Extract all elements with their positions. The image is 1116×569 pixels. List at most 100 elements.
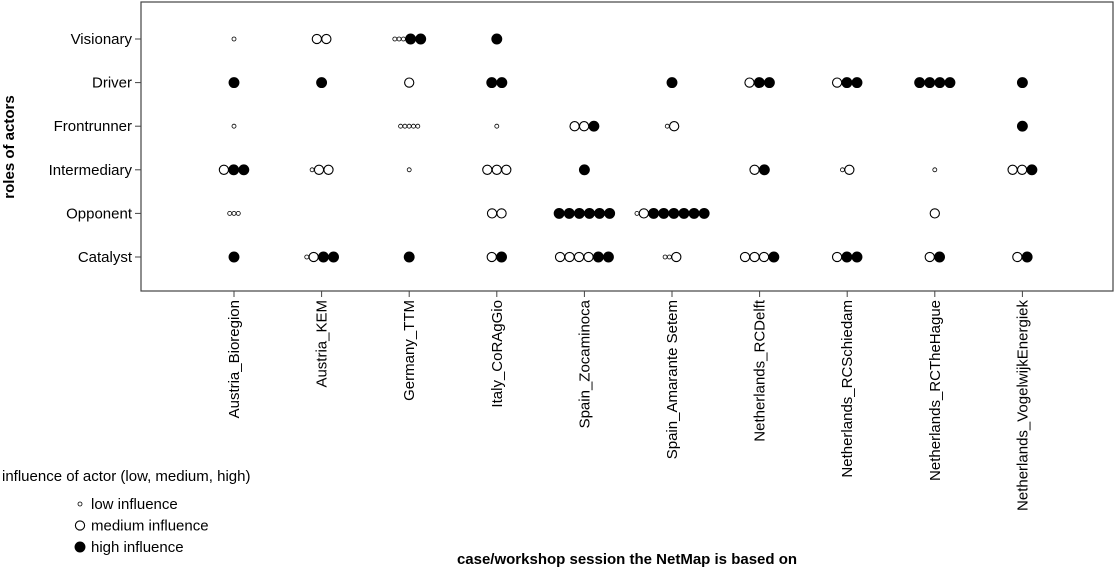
point-austria-bioregion-intermediary-high	[238, 164, 250, 176]
point-austria-kem-catalyst-high	[328, 251, 339, 263]
point-spain-amarante-setem-opponent-high	[698, 207, 710, 219]
point-spain-zocaminoca-catalyst-medium	[554, 251, 566, 263]
point-spain-zocaminoca-catalyst-high	[592, 251, 604, 263]
point-austria-kem-driver-high	[316, 77, 328, 89]
point-netherlands-rcthehague-catalyst-medium	[924, 251, 935, 263]
point-spain-amarante-setem-frontrunner-medium	[669, 121, 680, 132]
point-netherlands-rcdelft-catalyst-medium	[739, 251, 751, 263]
y-tick-label-frontrunner: Frontrunner	[54, 118, 132, 135]
point-netherlands-rcschiedam-intermediary-low	[840, 167, 845, 173]
point-germany-ttm-visionary-low	[396, 36, 402, 42]
point-germany-ttm-frontrunner-low	[402, 123, 408, 129]
y-axis: Visionary Driver Frontrunner Intermediary Op…	[49, 31, 141, 266]
point-netherlands-rcschiedam-driver-medium	[831, 77, 843, 88]
point-spain-amarante-setem-opponent-high	[658, 207, 670, 219]
legend-marker-medium	[74, 520, 86, 531]
point-italy-coraggio-driver-high	[486, 77, 498, 89]
point-spain-zocaminoca-opponent-high	[563, 207, 575, 219]
point-italy-coraggio-intermediary-medium	[501, 164, 512, 175]
y-axis-title: roles of actors	[1, 95, 18, 198]
point-spain-zocaminoca-catalyst-medium	[564, 251, 575, 263]
point-austria-kem-catalyst-high	[318, 251, 329, 263]
point-spain-amarante-setem-opponent-high	[668, 207, 680, 219]
point-italy-coraggio-visionary-high	[491, 33, 503, 45]
point-austria-kem-catalyst-low	[304, 254, 310, 260]
point-italy-coraggio-catalyst-high	[496, 251, 507, 263]
point-spain-amarante-setem-catalyst-low	[662, 254, 668, 260]
x-tick-label-germany-ttm: Germany_TTM	[401, 300, 418, 401]
x-tick-label-spain-zocaminoca: Spain_Zocaminoca	[576, 299, 593, 428]
point-spain-amarante-setem-opponent-medium	[638, 208, 649, 219]
point-austria-bioregion-frontrunner-low	[231, 123, 237, 129]
point-spain-zocaminoca-opponent-high	[604, 207, 616, 219]
point-netherlands-vogelwijkenergiek-frontrunner-high	[1016, 120, 1028, 132]
point-netherlands-rcschiedam-intermediary-medium	[844, 164, 855, 175]
legend-marker-low	[77, 501, 83, 507]
point-austria-kem-visionary-medium	[311, 33, 322, 45]
x-axis: Austria_Bioregion Austria_KEM Germany_TTM I…	[226, 291, 1031, 511]
y-tick-label-visionary: Visionary	[71, 31, 133, 48]
point-germany-ttm-frontrunner-low	[398, 123, 404, 129]
point-germany-ttm-driver-medium	[404, 77, 415, 88]
point-spain-zocaminoca-opponent-high	[594, 207, 605, 219]
point-spain-amarante-setem-catalyst-medium	[671, 251, 682, 263]
point-austria-kem-catalyst-medium	[308, 251, 319, 263]
point-netherlands-rcdelft-catalyst-medium	[749, 251, 760, 263]
point-netherlands-rcthehague-opponent-medium	[929, 208, 940, 219]
x-tick-label-netherlands-rcthehague: Netherlands_RCTheHague	[927, 300, 944, 481]
y-tick-label-catalyst: Catalyst	[78, 249, 133, 266]
point-austria-bioregion-intermediary-medium	[218, 164, 230, 175]
point-austria-bioregion-catalyst-high	[228, 251, 240, 263]
point-austria-bioregion-intermediary-high	[228, 164, 240, 176]
point-italy-coraggio-intermediary-medium	[491, 164, 502, 175]
legend-label-high: high influence	[91, 539, 184, 556]
point-germany-ttm-frontrunner-low	[411, 123, 416, 129]
point-spain-zocaminoca-opponent-high	[553, 207, 565, 219]
x-tick-label-austria-bioregion: Austria_Bioregion	[226, 300, 243, 418]
point-netherlands-rcdelft-catalyst-high	[768, 251, 780, 263]
point-austria-kem-intermediary-medium	[323, 164, 334, 175]
point-austria-kem-intermediary-medium	[313, 164, 325, 175]
point-netherlands-rcdelft-driver-high	[753, 77, 765, 89]
point-netherlands-rcthehague-driver-high	[934, 77, 946, 89]
point-netherlands-rcdelft-intermediary-high	[758, 164, 770, 176]
point-netherlands-vogelwijkenergiek-driver-high	[1016, 77, 1028, 89]
data-points	[218, 33, 1038, 263]
legend: influence of actor (low, medium, high) l…	[2, 468, 250, 556]
point-spain-amarante-setem-opponent-high	[648, 207, 660, 219]
point-spain-zocaminoca-opponent-high	[583, 207, 595, 219]
x-tick-label-austria-kem: Austria_KEM	[314, 300, 331, 388]
point-spain-amarante-setem-opponent-high	[688, 207, 700, 219]
legend-title: influence of actor (low, medium, high)	[2, 468, 250, 485]
point-italy-coraggio-intermediary-medium	[482, 164, 493, 175]
point-netherlands-vogelwijkenergiek-intermediary-high	[1026, 164, 1038, 176]
point-spain-zocaminoca-catalyst-high	[602, 251, 614, 263]
point-italy-coraggio-opponent-medium	[496, 208, 507, 219]
point-germany-ttm-visionary-low	[392, 36, 398, 42]
point-austria-bioregion-opponent-low	[231, 210, 237, 216]
x-tick-label-netherlands-rcdelft: Netherlands_RCDelft	[752, 299, 769, 442]
y-tick-label-opponent: Opponent	[66, 205, 133, 222]
point-spain-amarante-setem-driver-high	[666, 77, 678, 89]
point-spain-zocaminoca-frontrunner-high	[588, 120, 600, 132]
point-spain-zocaminoca-frontrunner-medium	[578, 121, 590, 132]
point-austria-kem-intermediary-low	[309, 167, 315, 173]
point-spain-zocaminoca-frontrunner-medium	[569, 121, 580, 132]
point-netherlands-vogelwijkenergiek-catalyst-medium	[1012, 251, 1023, 263]
point-spain-amarante-setem-catalyst-low	[667, 254, 672, 260]
point-spain-zocaminoca-intermediary-high	[578, 164, 590, 176]
point-germany-ttm-frontrunner-low	[415, 123, 421, 129]
x-tick-label-netherlands-rcschiedam: Netherlands_RCSchiedam	[839, 300, 856, 478]
point-germany-ttm-catalyst-high	[403, 251, 415, 263]
point-netherlands-rcdelft-driver-high	[763, 77, 775, 89]
point-austria-bioregion-visionary-low	[231, 36, 237, 42]
point-italy-coraggio-driver-high	[496, 77, 508, 89]
x-tick-label-spain-amarante-setem: Spain_Amarante Setem	[664, 300, 681, 459]
point-germany-ttm-intermediary-low	[406, 167, 412, 173]
point-austria-bioregion-driver-high	[228, 77, 240, 89]
point-germany-ttm-visionary-high	[405, 33, 417, 45]
point-netherlands-vogelwijkenergiek-intermediary-medium	[1016, 164, 1028, 175]
point-netherlands-rcthehague-intermediary-low	[932, 167, 938, 173]
point-netherlands-rcschiedam-catalyst-high	[851, 251, 863, 263]
